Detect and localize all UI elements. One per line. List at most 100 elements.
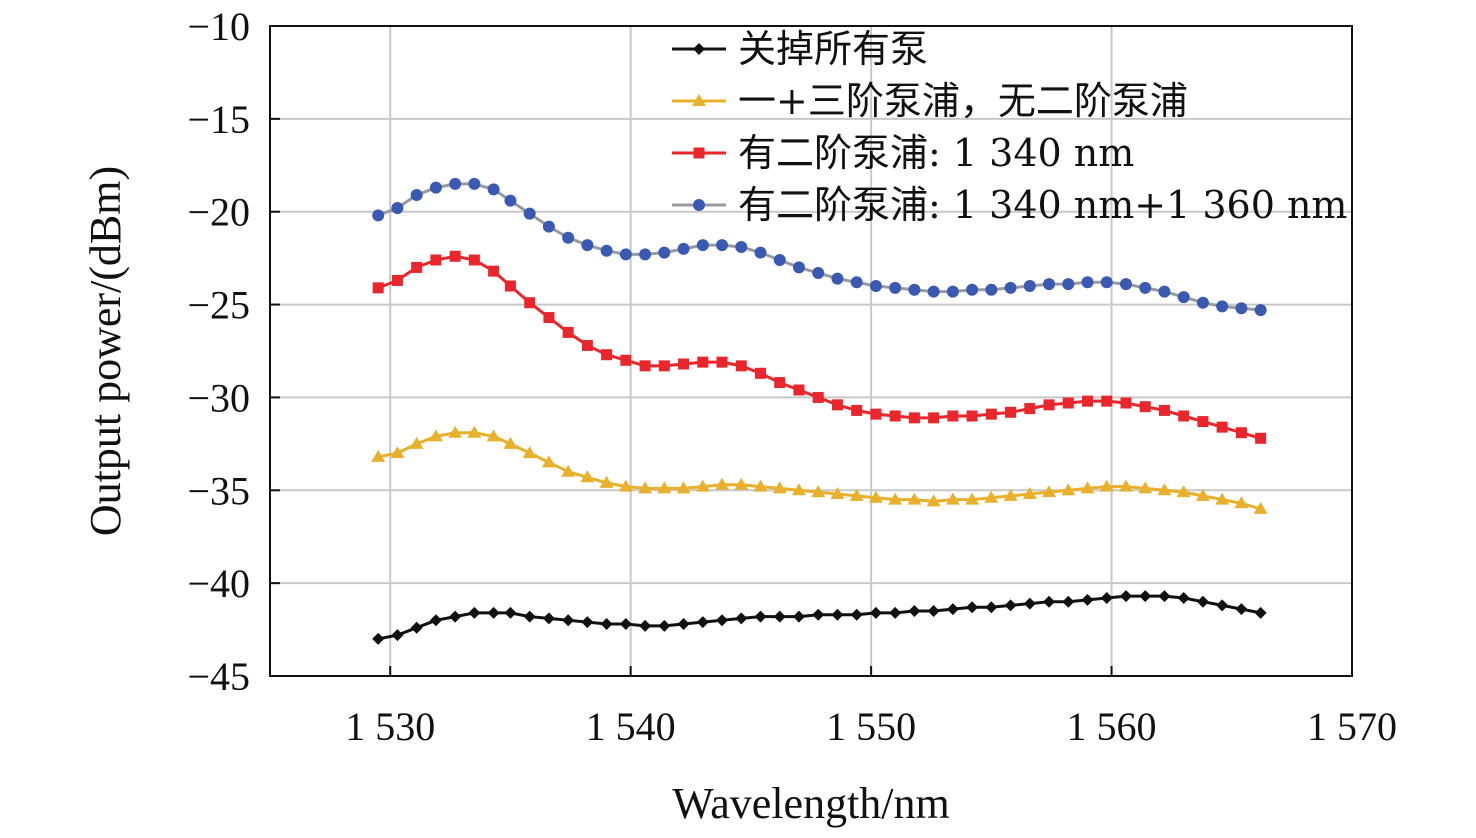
y-axis-title: Output power/(dBm): [81, 166, 130, 536]
data-point: [1254, 304, 1267, 317]
data-point: [562, 614, 575, 627]
y-tick-label: −10: [187, 4, 250, 49]
plot-frame: [269, 25, 1353, 677]
data-point: [1061, 483, 1076, 496]
data-point: [830, 487, 845, 499]
data-point: [429, 181, 442, 194]
data-point: [658, 619, 671, 632]
data-point: [638, 481, 653, 494]
data-point: [849, 488, 864, 501]
data-point: [753, 479, 768, 492]
data-point: [542, 612, 555, 625]
data-point: [868, 490, 883, 503]
data-point: [754, 246, 767, 259]
data-point: [543, 312, 555, 324]
data-point: [1100, 276, 1113, 289]
data-point: [449, 610, 462, 623]
data-point: [1158, 285, 1171, 298]
data-point: [581, 239, 594, 252]
data-point: [1235, 603, 1248, 616]
data-point: [831, 399, 843, 411]
data-point: [1178, 410, 1190, 422]
data-point: [581, 339, 593, 351]
data-point: [889, 606, 902, 619]
data-point: [985, 408, 997, 420]
data-point: [580, 470, 595, 483]
data-point: [1255, 432, 1267, 444]
data-point: [561, 464, 576, 477]
data-point: [503, 436, 518, 449]
data-point: [1005, 406, 1017, 418]
data-point: [966, 601, 979, 614]
legend-label: 关掉所有泵: [738, 27, 928, 71]
data-point: [774, 377, 786, 389]
data-point: [812, 267, 825, 279]
series-layer: [371, 177, 1268, 645]
data-point: [468, 606, 481, 619]
data-point: [1120, 397, 1132, 409]
data-point: [773, 254, 786, 266]
data-point: [429, 614, 442, 627]
data-point: [488, 265, 500, 277]
data-point: [1022, 487, 1037, 499]
data-point: [850, 608, 863, 621]
data-point: [619, 618, 632, 630]
data-point: [1082, 395, 1094, 407]
data-point: [695, 479, 710, 492]
data-point: [599, 475, 614, 488]
data-point: [391, 202, 404, 214]
data-point: [581, 616, 594, 629]
x-tick-label: 1 530: [345, 704, 435, 749]
data-point: [639, 248, 652, 261]
data-point: [1196, 595, 1209, 608]
legend-item-4: 有二阶泵浦: 1 340 nm+1 360 nm: [672, 183, 1347, 227]
data-point: [1176, 485, 1191, 498]
data-point: [1004, 599, 1017, 612]
data-point: [1042, 485, 1057, 498]
legend-marker: [693, 43, 705, 55]
data-point: [1043, 595, 1056, 608]
data-point: [1235, 302, 1248, 315]
data-point: [1062, 278, 1075, 291]
data-point: [372, 632, 385, 645]
data-point: [657, 481, 672, 494]
data-point: [487, 606, 500, 619]
data-point: [927, 605, 940, 617]
data-point: [541, 455, 556, 468]
data-point: [676, 481, 691, 494]
data-point: [908, 605, 921, 617]
data-point: [697, 356, 709, 368]
data-point: [851, 404, 863, 416]
data-point: [928, 412, 940, 424]
data-point: [966, 283, 979, 296]
data-point: [1235, 427, 1247, 439]
data-point: [504, 194, 517, 207]
data-point: [1118, 479, 1133, 492]
data-point: [927, 285, 940, 298]
data-point: [448, 425, 463, 438]
data-point: [524, 297, 536, 309]
data-point: [1138, 481, 1153, 494]
data-point: [696, 239, 709, 252]
data-point: [985, 601, 998, 614]
data-point: [449, 177, 462, 190]
data-point: [1157, 483, 1172, 496]
data-point: [831, 608, 844, 621]
y-tick-label: −25: [187, 283, 250, 328]
legend-item-1: 关掉所有泵: [672, 27, 928, 71]
data-point: [812, 391, 824, 403]
data-point: [812, 608, 825, 621]
data-point: [792, 261, 805, 274]
data-point: [831, 272, 844, 285]
legend-label: 一+三阶泵浦，无二阶泵浦: [738, 79, 1188, 123]
data-point: [716, 239, 729, 252]
data-point: [639, 619, 652, 632]
data-point: [946, 285, 959, 298]
data-point: [601, 349, 613, 361]
data-point: [371, 449, 386, 462]
data-point: [1177, 291, 1190, 304]
x-axis-title: Wavelength/nm: [672, 779, 950, 828]
data-point: [620, 354, 632, 366]
data-point: [715, 477, 730, 490]
data-point: [523, 207, 536, 220]
